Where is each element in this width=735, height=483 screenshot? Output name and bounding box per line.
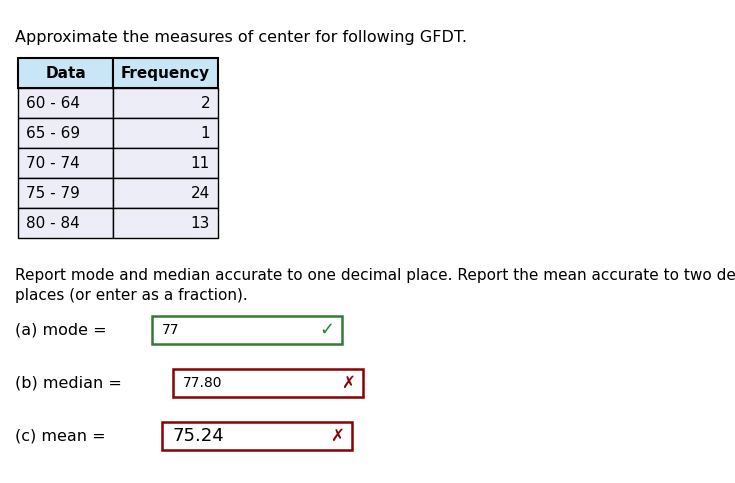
Text: 11: 11	[191, 156, 210, 170]
Text: (c) mean =: (c) mean =	[15, 428, 111, 443]
Text: 60 - 64: 60 - 64	[26, 96, 80, 111]
Bar	[18, 118, 113, 148]
Text: 80 - 84: 80 - 84	[26, 215, 80, 230]
Text: 2: 2	[201, 96, 210, 111]
Text: Data: Data	[45, 66, 86, 81]
Bar	[162, 422, 352, 450]
Text: (b) median =: (b) median =	[15, 375, 127, 390]
Bar	[113, 118, 218, 148]
Bar	[152, 316, 342, 344]
Text: ✗: ✗	[330, 427, 344, 445]
Bar	[113, 178, 218, 208]
Bar	[113, 208, 218, 238]
Bar	[113, 88, 218, 118]
Text: ✓: ✓	[320, 321, 334, 339]
Text: Frequency: Frequency	[121, 66, 210, 81]
Bar	[113, 148, 218, 178]
Text: 75.24: 75.24	[172, 427, 223, 445]
Text: 65 - 69: 65 - 69	[26, 126, 80, 141]
Text: Report mode and median accurate to one decimal place. Report the mean accurate t: Report mode and median accurate to one d…	[15, 268, 735, 283]
Bar	[18, 148, 113, 178]
Bar	[113, 58, 218, 88]
Text: 77: 77	[162, 323, 179, 337]
Text: Approximate the measures of center for following GFDT.: Approximate the measures of center for f…	[15, 30, 467, 45]
Text: 13: 13	[190, 215, 210, 230]
Text: 77.80: 77.80	[183, 376, 223, 390]
Bar	[18, 208, 113, 238]
Text: 24: 24	[191, 185, 210, 200]
Text: 1: 1	[201, 126, 210, 141]
Text: ✗: ✗	[341, 374, 355, 392]
Bar	[18, 178, 113, 208]
Text: 75 - 79: 75 - 79	[26, 185, 80, 200]
Bar	[18, 88, 113, 118]
Text: 70 - 74: 70 - 74	[26, 156, 80, 170]
Text: (a) mode =: (a) mode =	[15, 323, 112, 338]
Bar	[18, 58, 113, 88]
Bar	[173, 369, 363, 397]
Text: places (or enter as a fraction).: places (or enter as a fraction).	[15, 288, 248, 303]
